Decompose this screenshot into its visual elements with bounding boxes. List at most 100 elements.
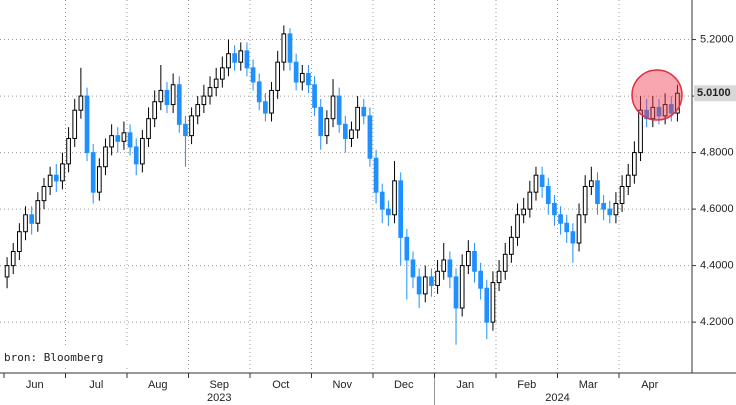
- candle-body: [17, 231, 22, 252]
- y-tick-label: 4.6000: [700, 203, 734, 215]
- candle-body: [533, 174, 539, 193]
- source-box: [0, 348, 130, 368]
- candle-body: [644, 109, 650, 120]
- x-tick-label: Nov: [332, 379, 352, 391]
- candle-body: [527, 191, 533, 210]
- candle-body: [595, 180, 600, 204]
- candle-body: [306, 72, 311, 86]
- candle-body: [607, 208, 613, 216]
- candle-body: [219, 67, 225, 80]
- candle-body: [342, 123, 348, 139]
- highlight-circle: [631, 69, 683, 121]
- x-tick-label: Dec: [394, 379, 414, 391]
- candle-body: [176, 84, 182, 125]
- x-tick-label: Apr: [641, 379, 658, 391]
- candle-body: [232, 53, 237, 63]
- candle-body: [29, 214, 35, 224]
- x-tick-label: Aug: [148, 379, 168, 391]
- candle-body: [416, 276, 422, 295]
- candle-body: [373, 157, 379, 193]
- candle-body: [164, 89, 170, 106]
- candle-body: [96, 166, 102, 193]
- last-value-label: 5.0100: [697, 87, 731, 99]
- candle-body: [244, 50, 250, 69]
- last-value-box: [694, 85, 736, 102]
- candle-body: [330, 95, 336, 120]
- candle-body: [47, 174, 53, 188]
- candle-body: [293, 61, 299, 83]
- candle-body: [619, 186, 625, 204]
- candle-body: [35, 200, 41, 224]
- candle-body: [552, 202, 557, 216]
- x-tick-label: Jul: [89, 379, 103, 391]
- source-label: bron: Bloomberg: [4, 351, 103, 364]
- candle-body: [515, 214, 520, 238]
- candle-body: [422, 276, 428, 295]
- candle-body: [250, 67, 256, 83]
- candle-body: [201, 95, 207, 106]
- candle-body: [146, 118, 151, 139]
- candle-body: [502, 253, 508, 272]
- candle-body: [41, 186, 47, 202]
- candle-body: [558, 214, 563, 224]
- candle-body: [275, 61, 281, 91]
- year-label: 2024: [545, 392, 569, 404]
- candle-body: [638, 109, 643, 154]
- candle-body: [435, 270, 440, 286]
- candle-body: [392, 180, 397, 216]
- candle-body: [441, 259, 447, 272]
- x-tick-label: Oct: [272, 379, 289, 391]
- candle-body: [656, 106, 662, 117]
- candle-body: [521, 208, 527, 216]
- candle-body: [490, 282, 496, 323]
- candle-body: [386, 208, 391, 216]
- candle-body: [453, 276, 459, 309]
- candle-body: [90, 152, 96, 193]
- candle-body: [459, 265, 465, 309]
- candle-body: [109, 135, 114, 148]
- candle-body: [189, 115, 194, 137]
- candle-body: [127, 132, 133, 148]
- candle-body: [263, 101, 268, 114]
- candle-body: [582, 186, 588, 216]
- candle-body: [318, 106, 324, 137]
- x-tick-label: Jun: [26, 379, 44, 391]
- x-tick-label: Mar: [579, 379, 598, 391]
- candle-body: [78, 95, 84, 111]
- candle-body: [170, 84, 176, 106]
- candle-body: [158, 89, 164, 103]
- candle-body: [10, 250, 16, 267]
- candle-body: [66, 137, 71, 165]
- candle-body: [287, 33, 293, 63]
- candle-body: [539, 174, 545, 188]
- candle-body: [72, 109, 78, 139]
- candle-body: [115, 135, 121, 142]
- x-tick-label: Jan: [456, 379, 474, 391]
- candle-body: [601, 202, 606, 210]
- candle-body: [613, 202, 619, 216]
- candle-body: [588, 180, 594, 187]
- candle-body: [140, 137, 145, 165]
- candle-body: [564, 222, 570, 233]
- candle-body: [632, 152, 637, 176]
- candle-body: [484, 287, 490, 323]
- candle-body: [312, 84, 317, 108]
- candle-body: [256, 81, 262, 103]
- candle-body: [299, 72, 305, 83]
- candle-body: [238, 50, 244, 63]
- candle-body: [195, 104, 201, 117]
- candle-body: [207, 87, 213, 97]
- candle-body: [133, 146, 139, 165]
- candle-body: [379, 191, 385, 210]
- y-tick-label: 4.4000: [700, 260, 734, 272]
- candle-body: [545, 186, 551, 204]
- candle-body: [509, 236, 514, 255]
- candle-body: [226, 53, 231, 69]
- y-tick-label: 5.2000: [700, 33, 734, 45]
- candle-body: [152, 101, 158, 120]
- candle-body: [23, 214, 28, 233]
- candle-body: [84, 95, 90, 154]
- y-tick-label: 4.2000: [700, 316, 734, 328]
- candle-body: [465, 250, 471, 267]
